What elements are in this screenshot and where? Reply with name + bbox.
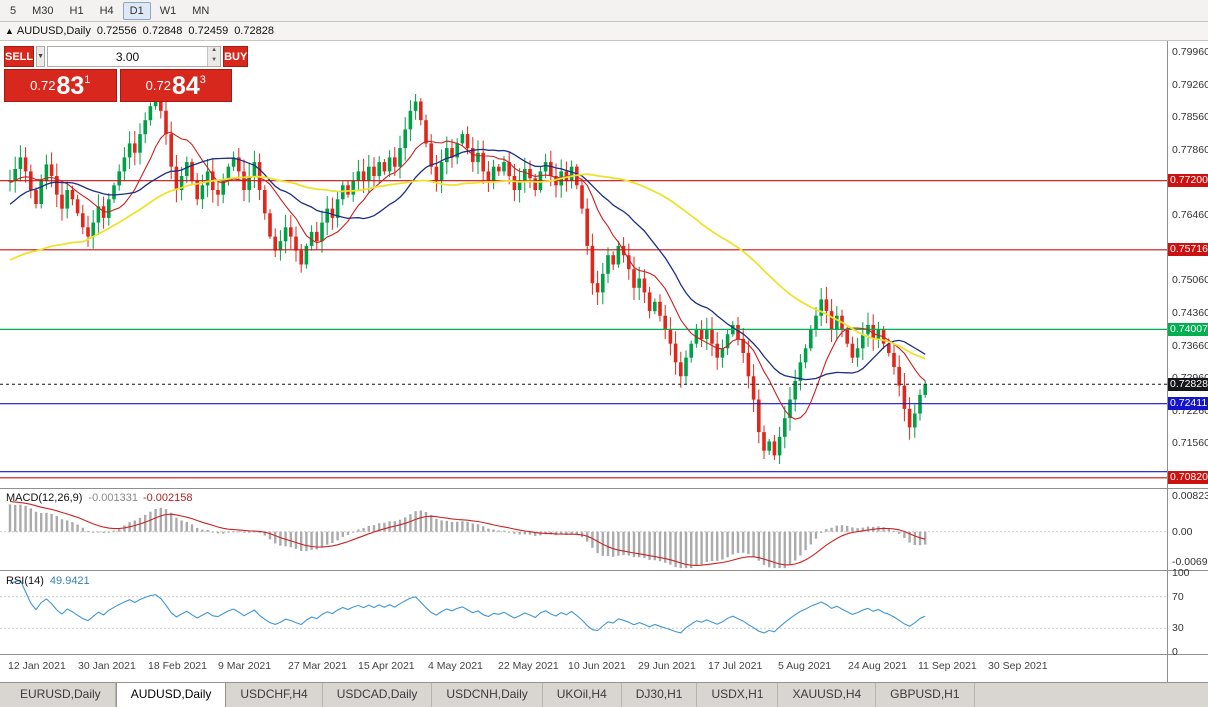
sell-price-prefix: 0.72 <box>30 78 56 93</box>
time-axis[interactable] <box>0 654 1167 682</box>
rsi-timeaxis-separator <box>0 654 1208 655</box>
chart-tab-usdcnh-daily[interactable]: USDCNH,Daily <box>432 683 543 707</box>
chart-tab-xauusd-h4[interactable]: XAUUSD,H4 <box>778 683 877 707</box>
chart-plot-area[interactable] <box>0 41 1167 654</box>
lot-size-field: ▲ ▼ <box>47 46 222 67</box>
buy-button[interactable]: BUY <box>223 46 249 67</box>
macd-main-value: -0.001331 <box>88 492 138 504</box>
chart-symbol-period: AUDUSD,Daily <box>16 25 91 37</box>
chart-tab-eurusd-daily[interactable]: EURUSD,Daily <box>6 683 116 707</box>
buy-price-big: 84 <box>171 71 200 100</box>
buy-price-button[interactable]: 0.72 84 3 <box>119 69 232 102</box>
macd-header: MACD(12,26,9) -0.001331 -0.002158 <box>6 492 193 504</box>
price-axis-separator <box>1167 22 1168 682</box>
tf-button-5[interactable]: 5 <box>10 5 17 17</box>
sell-price-big: 83 <box>56 71 85 100</box>
macd-label: MACD(12,26,9) <box>6 492 83 504</box>
chart-low-value: 0.72459 <box>188 25 229 37</box>
buy-price-prefix: 0.72 <box>145 78 171 93</box>
lot-size-input[interactable] <box>48 47 208 66</box>
chart-tab-usdx-h1[interactable]: USDX,H1 <box>697 683 779 707</box>
tf-button-d1[interactable]: D1 <box>122 2 151 20</box>
chart-close-value: 0.72828 <box>234 25 274 37</box>
timeframe-toolbar: 5 M30 H1 H4 D1 W1 MN <box>0 0 1208 22</box>
macd-signal-value: -0.002158 <box>142 492 193 504</box>
tf-button-h4[interactable]: H4 <box>99 5 114 17</box>
dropdown-icon[interactable]: ▼ <box>36 46 46 67</box>
sell-price-button[interactable]: 0.72 83 1 <box>4 69 117 102</box>
chart-tab-usdcad-daily[interactable]: USDCAD,Daily <box>323 683 433 707</box>
chart-tab-gbpusd-h1[interactable]: GBPUSD,H1 <box>876 683 975 707</box>
spin-up-icon[interactable]: ▲ <box>208 47 221 57</box>
chart-tab-ukoil-h4[interactable]: UKOil,H4 <box>543 683 622 707</box>
chart-open-value: 0.72556 <box>96 25 137 37</box>
chart-high-value: 0.72848 <box>142 25 183 37</box>
macd-rsi-separator[interactable] <box>0 570 1208 571</box>
buy-price-sup: 3 <box>199 74 206 86</box>
tf-button-w1[interactable]: W1 <box>159 5 177 17</box>
chart-tab-dj30-h1[interactable]: DJ30,H1 <box>622 683 698 707</box>
sell-button[interactable]: SELL <box>4 46 35 67</box>
main-macd-separator[interactable] <box>0 488 1208 489</box>
tf-button-m30[interactable]: M30 <box>32 5 54 17</box>
chart-tab-usdchf-h4[interactable]: USDCHF,H4 <box>226 683 323 707</box>
chart-tab-bar: EURUSD,Daily AUDUSD,Daily USDCHF,H4 USDCAD,… <box>0 682 1208 707</box>
chart-titlebar: ▲ AUDUSD,Daily 0.72556 0.72848 0.72459 0.7282… <box>0 22 1208 41</box>
tf-button-h1[interactable]: H1 <box>69 5 84 17</box>
sell-price-sup: 1 <box>84 74 91 86</box>
rsi-header: RSI(14) 49.9421 <box>6 575 90 587</box>
price-axis[interactable] <box>1167 41 1208 654</box>
rsi-label: RSI(14) <box>6 575 44 587</box>
one-click-trading-panel: SELL ▼ ▲ ▼ BUY 0.72 83 1 0.72 84 3 <box>4 46 249 102</box>
rsi-value: 49.9421 <box>49 575 90 587</box>
chart-tab-audusd-daily[interactable]: AUDUSD,Daily <box>115 683 227 707</box>
chart-menu-icon[interactable]: ▲ <box>5 26 14 36</box>
lot-spinner: ▲ ▼ <box>207 47 221 66</box>
spin-down-icon[interactable]: ▼ <box>208 56 221 66</box>
tf-button-mn[interactable]: MN <box>192 5 210 17</box>
